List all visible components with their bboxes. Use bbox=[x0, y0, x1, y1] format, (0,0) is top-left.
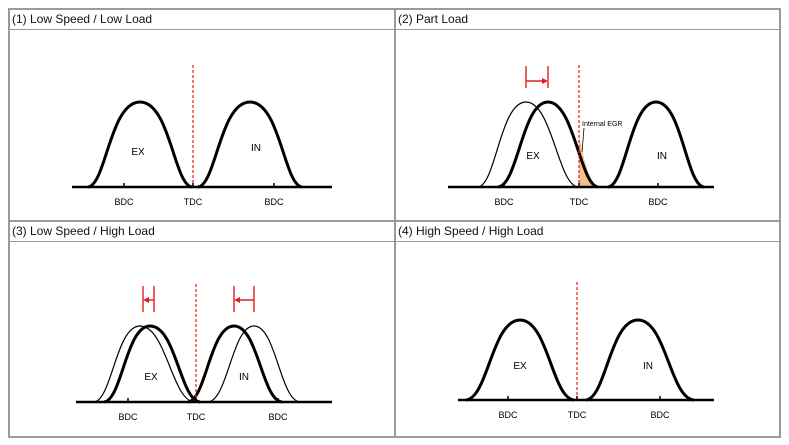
egr-leader-line bbox=[581, 127, 585, 153]
tick-label-bdc: BDC bbox=[650, 410, 670, 420]
tick-label-bdc: BDC bbox=[494, 197, 514, 207]
intake-label: IN bbox=[239, 372, 249, 383]
tick-label-tdc: TDC bbox=[187, 412, 206, 422]
panel-part-load: (2) Part Load Internal EGR EX IN bbox=[395, 9, 780, 221]
tick-label-tdc: TDC bbox=[184, 197, 203, 207]
tick-label-bdc: BDC bbox=[648, 197, 668, 207]
shift-arrow-head bbox=[234, 297, 240, 303]
internal-egr-label: Internal EGR bbox=[582, 121, 622, 128]
panel-title: (4) High Speed / High Load bbox=[396, 222, 779, 242]
tick-label-tdc: TDC bbox=[570, 197, 589, 207]
intake-valve-curve bbox=[607, 100, 705, 189]
panel-high-speed-high-load: (4) High Speed / High Load EX IN BDC TDC… bbox=[395, 221, 780, 437]
tick-label-tdc: TDC bbox=[568, 410, 587, 420]
exhaust-label: EX bbox=[513, 361, 527, 372]
exhaust-label: EX bbox=[526, 151, 540, 162]
exhaust-valve-curve-retarded bbox=[497, 100, 599, 189]
valve-lift-diagram: EX IN BDC TDC BDC bbox=[76, 284, 332, 422]
valve-lift-diagram: EX IN BDC TDC BDC bbox=[72, 65, 332, 207]
tick-label-bdc: BDC bbox=[114, 197, 134, 207]
valve-timing-grid: (1) Low Speed / Low Load EX IN BDC TDC B… bbox=[8, 8, 781, 438]
panel-title: (1) Low Speed / Low Load bbox=[10, 10, 394, 30]
valve-lift-diagram: Internal EGR EX IN BDC TDC BDC bbox=[448, 65, 714, 207]
intake-valve-curve bbox=[197, 100, 303, 189]
shift-arrow-head bbox=[542, 78, 548, 84]
intake-valve-curve bbox=[585, 318, 695, 402]
exhaust-label: EX bbox=[131, 147, 145, 158]
panel-title: (2) Part Load bbox=[396, 10, 779, 30]
exhaust-label: EX bbox=[144, 372, 158, 383]
panel-low-speed-low-load: (1) Low Speed / Low Load EX IN BDC TDC B… bbox=[9, 9, 395, 221]
internal-egr-overlap-area bbox=[579, 136, 598, 187]
exhaust-valve-curve-advanced bbox=[103, 324, 201, 404]
exhaust-valve-curve-original bbox=[477, 101, 579, 188]
tick-label-bdc: BDC bbox=[264, 197, 284, 207]
tick-label-bdc: BDC bbox=[118, 412, 138, 422]
tick-label-bdc: BDC bbox=[498, 410, 518, 420]
intake-label: IN bbox=[657, 151, 667, 162]
valve-lift-diagram: EX IN BDC TDC BDC bbox=[458, 282, 714, 420]
intake-label: IN bbox=[251, 143, 261, 154]
exhaust-valve-curve-original bbox=[93, 325, 195, 403]
tick-label-bdc: BDC bbox=[268, 412, 288, 422]
exhaust-valve-curve bbox=[87, 100, 193, 189]
intake-valve-curve-original bbox=[207, 325, 301, 403]
intake-label: IN bbox=[643, 361, 653, 372]
shift-arrow-head bbox=[143, 297, 149, 303]
exhaust-valve-curve bbox=[465, 318, 575, 402]
panel-low-speed-high-load: (3) Low Speed / High Load EX IN bbox=[9, 221, 395, 437]
intake-valve-curve-advanced bbox=[187, 324, 283, 404]
panel-title: (3) Low Speed / High Load bbox=[10, 222, 394, 242]
